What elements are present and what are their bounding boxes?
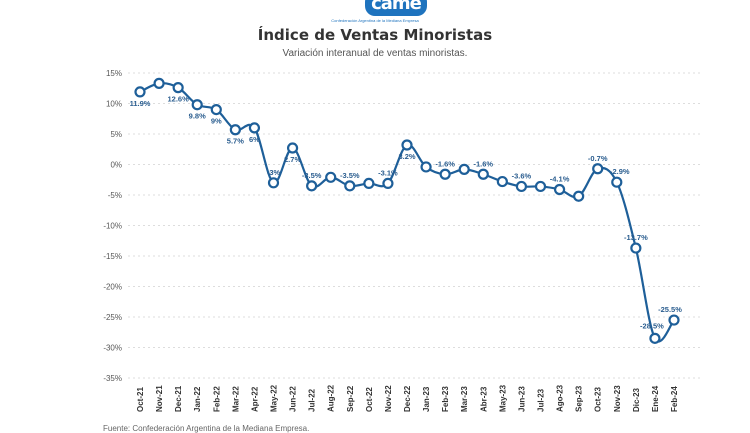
data-point <box>325 171 337 183</box>
data-label: -2.9% <box>610 167 630 176</box>
data-point <box>134 86 146 98</box>
y-tick-label: -15% <box>103 252 122 261</box>
data-label: -1.6% <box>435 159 455 168</box>
data-label: 3.2% <box>398 152 415 161</box>
data-label: -3.5% <box>340 171 360 180</box>
data-point <box>439 168 451 180</box>
x-tick-label: Mar-23 <box>460 386 469 412</box>
data-point <box>458 163 470 175</box>
x-tick-label: Apr-22 <box>250 386 259 412</box>
y-tick-label: 15% <box>106 69 122 78</box>
data-point <box>611 176 623 188</box>
data-label: -13.7% <box>624 233 648 242</box>
y-tick-label: -25% <box>103 313 122 322</box>
data-point <box>172 82 184 94</box>
x-tick-label: Feb-23 <box>441 386 450 412</box>
data-point <box>191 99 203 111</box>
x-tick-label: Ene-24 <box>651 385 660 412</box>
y-tick-label: -35% <box>103 374 122 383</box>
data-label: -0.7% <box>588 154 608 163</box>
data-label: -3.6% <box>512 171 532 180</box>
data-label: -4.1% <box>550 175 570 184</box>
x-tick-label: Oct-21 <box>136 387 145 412</box>
x-tick-label: Nov-22 <box>384 385 393 412</box>
data-point <box>573 190 585 202</box>
x-tick-label: Jul-23 <box>537 388 546 412</box>
data-label: -3.5% <box>302 171 322 180</box>
x-tick-label: Feb-24 <box>670 386 679 412</box>
x-tick-label: Feb-22 <box>212 386 221 412</box>
data-point <box>649 332 661 344</box>
x-tick-label: Nov-21 <box>155 385 164 412</box>
came-logo: came <box>365 0 427 16</box>
data-point <box>515 180 528 193</box>
data-label: 9.8% <box>189 112 206 121</box>
data-point <box>286 142 299 154</box>
data-label: -28.5% <box>640 321 664 330</box>
x-tick-label: Dec-21 <box>174 385 183 412</box>
data-point <box>153 77 165 89</box>
x-tick-label: Jun-23 <box>517 386 526 412</box>
data-point <box>496 175 508 188</box>
data-label: 9% <box>211 117 222 126</box>
x-tick-label: Oct-23 <box>594 387 603 412</box>
data-point <box>306 180 318 192</box>
data-point <box>248 122 261 134</box>
source-note: Fuente: Confederación Argentina de la Me… <box>103 424 310 433</box>
data-label: 2.7% <box>284 155 301 164</box>
data-point <box>534 180 547 193</box>
data-point <box>401 139 413 151</box>
x-tick-label: Jun-22 <box>289 386 298 412</box>
data-label: -25.5% <box>658 305 682 314</box>
data-point <box>420 161 432 173</box>
data-label: -1.6% <box>473 159 493 168</box>
logo-tagline: Confederación Argentina de la Mediana Em… <box>331 18 419 23</box>
x-tick-label: Ago-23 <box>556 384 565 412</box>
y-tick-label: -20% <box>103 283 122 292</box>
data-label: 6% <box>249 135 260 144</box>
x-tick-label: Dec-22 <box>403 385 412 412</box>
data-point <box>267 177 280 189</box>
x-tick-label: Jan-22 <box>193 386 202 412</box>
data-point <box>668 314 680 326</box>
x-tick-label: May-22 <box>270 384 279 412</box>
x-tick-label: Jan-23 <box>422 386 431 412</box>
x-tick-label: Sep-22 <box>346 385 355 412</box>
data-point <box>477 168 489 180</box>
x-tick-label: Oct-22 <box>365 387 374 412</box>
data-point <box>229 124 241 136</box>
data-point <box>382 177 394 190</box>
x-tick-label: Jul-22 <box>308 388 317 412</box>
chart-title: Índice de Ventas Minoristas <box>257 26 493 44</box>
y-tick-label: 10% <box>106 100 122 109</box>
data-point <box>630 242 642 254</box>
y-tick-label: -5% <box>108 191 122 200</box>
x-tick-label: Mar-22 <box>231 386 240 412</box>
data-label: -3.1% <box>378 168 398 177</box>
data-label: 11.9% <box>130 99 151 108</box>
data-point <box>210 103 222 116</box>
x-tick-label: Dic-23 <box>632 387 641 412</box>
data-label: 5.7% <box>227 137 244 146</box>
data-point <box>592 163 604 175</box>
data-label: 12.6% <box>168 95 190 104</box>
y-tick-label: -10% <box>103 222 122 231</box>
x-tick-label: May-23 <box>498 384 507 412</box>
x-tick-label: Abr-23 <box>479 386 488 412</box>
y-tick-label: -30% <box>103 344 122 353</box>
y-tick-label: 5% <box>110 130 122 139</box>
x-tick-label: Sep-23 <box>575 385 584 412</box>
x-tick-label: Aug-22 <box>327 384 336 412</box>
chart-subtitle: Variación interanual de ventas minorista… <box>282 48 468 59</box>
data-point <box>344 180 356 192</box>
data-point <box>363 177 375 190</box>
data-label: -3% <box>267 168 281 177</box>
x-tick-label: Nov-23 <box>613 385 622 412</box>
y-tick-label: 0% <box>110 161 122 170</box>
data-point <box>553 183 566 196</box>
